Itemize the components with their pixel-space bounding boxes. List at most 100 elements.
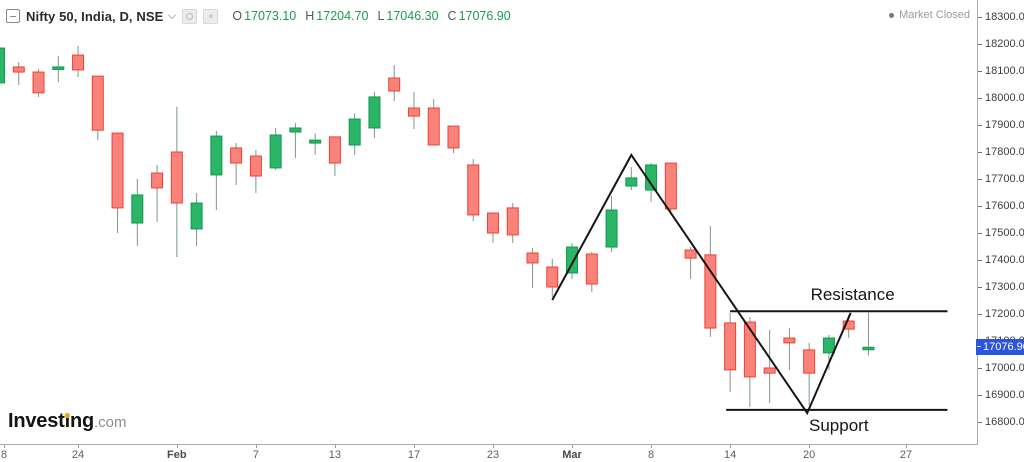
high-value: 17204.70	[316, 9, 369, 23]
price-tick: 17700.00	[978, 173, 1024, 186]
candle-up	[368, 96, 381, 129]
candle-down	[743, 321, 756, 378]
time-tick-mark	[572, 445, 574, 448]
time-tick-mark	[651, 445, 653, 448]
candle-up	[210, 135, 223, 176]
add-icon-button[interactable]: +	[203, 8, 219, 24]
price-tick: 18100.00	[978, 65, 1024, 78]
price-tick: 17500.00	[978, 227, 1024, 240]
time-tick-label: 14	[723, 449, 737, 461]
price-tick: 17900.00	[978, 119, 1024, 132]
candle-down	[783, 337, 796, 344]
candle-up	[269, 134, 282, 169]
candle-up	[52, 66, 65, 70]
candle-down	[328, 136, 341, 164]
candle-down	[12, 66, 25, 73]
time-tick-mark	[809, 445, 811, 448]
support-label: Support	[809, 416, 869, 435]
plus-icon: +	[208, 10, 214, 21]
candle-down	[763, 367, 776, 374]
candle-down	[467, 164, 480, 216]
time-tick-mark	[255, 445, 257, 448]
candle-up	[566, 246, 579, 274]
status-dot-icon	[889, 12, 895, 18]
close-value: 17076.90	[458, 9, 511, 23]
time-tick-mark	[334, 445, 336, 448]
time-tick-label: 24	[71, 449, 85, 461]
resistance-label: Resistance	[811, 285, 895, 304]
circle-icon-button[interactable]	[182, 8, 198, 24]
logo-suffix: .com	[94, 414, 127, 431]
price-tick: 17800.00	[978, 146, 1024, 159]
time-axis[interactable]: 8 24 Feb 7 13 17 23 Mar 8 14 20 27	[0, 444, 978, 462]
price-axis[interactable]: 18300.00 18200.00 18100.00 18000.00 17900.00…	[977, 0, 1024, 444]
candle-up	[289, 127, 302, 133]
time-tick-label: 27	[899, 449, 913, 461]
price-tick: 18300.00	[978, 11, 1024, 24]
candle-down	[388, 77, 401, 92]
ohlc-readout: O 17073.10 H 17204.70 L 17046.30 C 17076…	[232, 9, 519, 23]
candle-down	[526, 252, 539, 264]
candle-up	[605, 209, 618, 248]
last-price-badge: 17076.90	[976, 339, 1024, 355]
candle-down	[487, 212, 499, 234]
candle-down	[111, 132, 124, 209]
open-label: O	[232, 9, 243, 23]
high-label: H	[305, 9, 315, 23]
time-tick-mark	[4, 445, 5, 448]
candle-down	[684, 249, 697, 259]
candle-down	[427, 107, 440, 146]
price-tick: 17600.00	[978, 200, 1024, 213]
price-tick: 17300.00	[978, 281, 1024, 294]
time-tick-label: Feb	[167, 449, 187, 461]
price-tick: 16900.00	[978, 389, 1024, 402]
time-tick-label: 13	[328, 449, 342, 461]
candle-up	[190, 202, 203, 230]
time-tick-label: 17	[407, 449, 421, 461]
price-tick: 18000.00	[978, 92, 1024, 105]
logo-wordmark: Investı ng	[8, 410, 95, 432]
circle-icon	[186, 12, 194, 20]
candle-up	[822, 337, 835, 354]
time-tick-label: 23	[486, 449, 500, 461]
chevron-down-icon[interactable]	[168, 10, 177, 19]
time-tick-label: 8	[648, 449, 655, 461]
candle-up	[131, 194, 144, 224]
trendline[interactable]	[551, 153, 852, 416]
candle-up	[862, 346, 875, 351]
open-value: 17073.10	[244, 9, 297, 23]
candle-up	[0, 47, 5, 84]
candle-up	[348, 118, 361, 146]
candle-down	[724, 322, 737, 371]
candle-down	[170, 151, 183, 204]
candle-down	[585, 253, 598, 285]
time-tick-mark	[78, 445, 80, 448]
candle-down	[842, 320, 855, 330]
time-tick-mark	[413, 445, 415, 448]
candle-down	[151, 172, 164, 189]
candle-down	[704, 254, 717, 329]
candle-up	[309, 139, 322, 144]
candle-down	[803, 349, 816, 374]
price-tick: 18200.00	[978, 38, 1024, 51]
investing-logo[interactable]: Investı ng.com	[8, 410, 127, 433]
collapse-icon[interactable]	[6, 9, 20, 23]
time-tick-mark	[493, 445, 494, 448]
time-tick-label: 7	[252, 449, 259, 461]
time-tick-label: 8	[0, 449, 8, 461]
price-tick: 17000.00	[978, 362, 1024, 375]
close-label: C	[447, 9, 457, 23]
candle-down	[230, 147, 243, 164]
market-status: Market Closed	[889, 9, 970, 21]
candle-up	[625, 177, 638, 187]
candle-down	[664, 162, 677, 210]
time-tick-mark	[730, 445, 732, 448]
candlestick-chart[interactable]: Resistance Support	[0, 0, 977, 444]
candle-down	[249, 155, 262, 177]
symbol-title[interactable]: Nifty 50, India, D, NSE	[26, 8, 164, 24]
candle-down	[72, 54, 85, 71]
low-value: 17046.30	[386, 9, 439, 23]
time-tick-label: 20	[803, 449, 816, 461]
candle-down	[546, 266, 559, 288]
